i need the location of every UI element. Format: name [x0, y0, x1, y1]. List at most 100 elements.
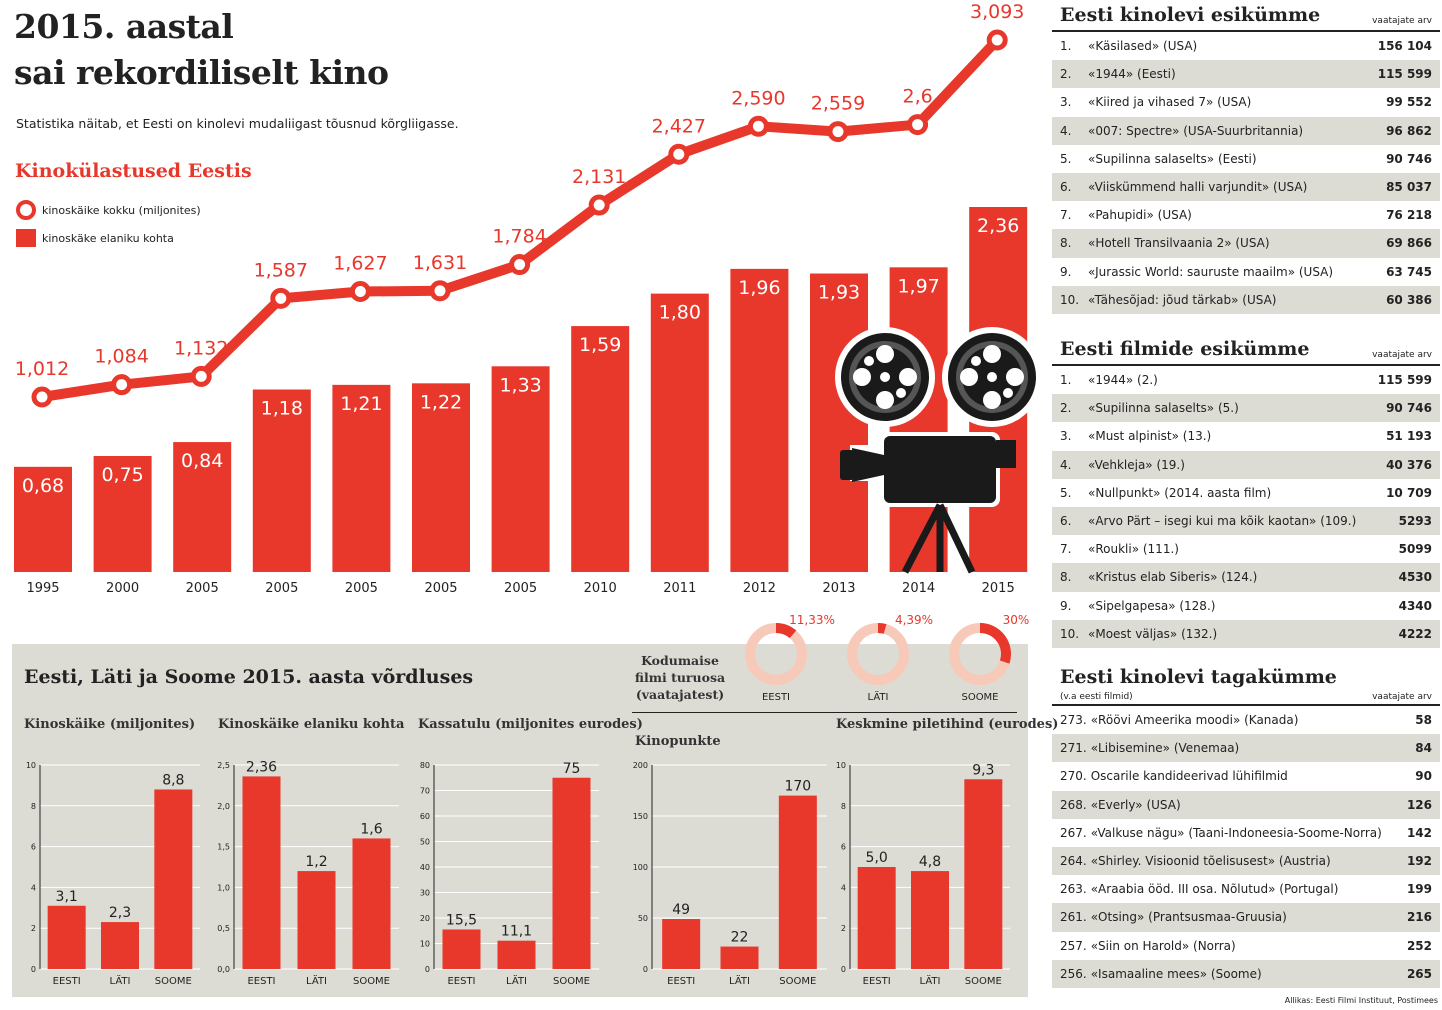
x-tick-label: SOOME [353, 976, 390, 987]
x-tick-label: 2010 [584, 581, 617, 596]
row-rank: 5. [1060, 485, 1072, 500]
bar-value-label: 1,33 [499, 374, 541, 396]
bar-value-label: 4,8 [919, 854, 941, 870]
bar [720, 946, 759, 969]
mini-bar-chart: 0 50 100 150 200 49 EESTI 22 LÄTI 170 SOOME [633, 761, 827, 987]
bar [778, 795, 817, 969]
table-row: 1. «1944» (2.) 115 599 [1052, 366, 1440, 394]
table-title: Eesti kinolevi esikümme [1060, 4, 1321, 26]
x-tick-label: 2011 [663, 581, 696, 596]
table-row: 9. «Sipelgapesa» (128.) 4340 [1052, 592, 1440, 620]
line-point [986, 29, 1008, 51]
bar-value-label: 170 [784, 779, 811, 795]
bar [93, 456, 152, 572]
donut-category-label: LÄTI [868, 690, 889, 703]
table-row: 3. «Kiired ja vihased 7» (USA) 99 552 [1052, 88, 1440, 116]
table-row: 7. «Pahupidi» (USA) 76 218 [1052, 201, 1440, 229]
mini-bar-chart: 0 2 4 6 8 10 5,0 EESTI 4,8 LÄTI 9,3 SOOME [836, 761, 1010, 987]
row-value: 4530 [1398, 570, 1432, 585]
x-tick-label: 2012 [743, 581, 776, 596]
line-value-label: 2,131 [572, 166, 626, 188]
x-tick-label: SOOME [553, 976, 590, 987]
x-tick-label: LÄTI [506, 974, 527, 987]
market-share-charts: 11,33% EESTI 4,39% LÄTI 30% SOOME [745, 613, 1029, 703]
row-value: 5099 [1398, 542, 1432, 557]
row-rank: 268. [1060, 797, 1087, 812]
bar-value-label: 22 [731, 930, 749, 946]
row-value: 142 [1406, 825, 1432, 840]
line-point [349, 280, 371, 302]
x-tick-label: SOOME [965, 976, 1002, 987]
bar [47, 905, 86, 969]
row-rank: 7. [1060, 542, 1072, 557]
row-title: «Must alpinist» (13.) [1088, 429, 1212, 444]
y-tick-label: 8 [31, 802, 36, 811]
bar [297, 871, 336, 969]
row-title: «Libisemine» (Venemaa) [1090, 741, 1240, 756]
bar-value-label: 11,1 [501, 924, 532, 940]
title-line-1: 2015. aastal [14, 7, 234, 46]
mini-bar-chart: 0 10 20 30 40 50 60 70 80 15,5 EESTI 11,1 LÄTI 75 SOOM… [420, 761, 599, 987]
y-tick-label: 0,0 [217, 965, 230, 974]
row-title: «Otsing» (Prantsusmaa-Gruusia) [1090, 910, 1287, 925]
mini-chart-title: Kinoskäike (miljonites) [24, 717, 196, 732]
table-title: Eesti filmide esikümme [1060, 338, 1310, 360]
bar-value-label: 49 [672, 902, 690, 918]
line-value-label: 2,427 [652, 115, 706, 137]
line-point [429, 280, 451, 302]
row-value: 51 193 [1386, 429, 1432, 444]
y-tick-label: 20 [420, 914, 430, 923]
line-point [827, 121, 849, 143]
line-point [509, 254, 531, 276]
row-title: «Hotell Transilvaania 2» (USA) [1088, 236, 1270, 251]
x-tick-label: 2005 [265, 581, 298, 596]
bar [730, 268, 789, 572]
row-value: 40 376 [1386, 457, 1432, 472]
row-value: 126 [1406, 797, 1432, 812]
y-tick-label: 80 [420, 761, 430, 770]
bar-value-label: 2,3 [109, 905, 131, 921]
table-row: 6. «Arvo Pärt – isegi kui ma kõik kaotan»… [1052, 506, 1440, 536]
y-tick-label: 8 [841, 802, 846, 811]
main-chart: 0,68 1995 0,75 2000 0,84 2005 1,18 2005 1,21 2005… [14, 1, 1040, 596]
x-tick-label: SOOME [155, 976, 192, 987]
donut-slice [775, 623, 797, 639]
y-tick-label: 4 [31, 883, 36, 892]
row-title: «Roukli» (111.) [1088, 542, 1179, 557]
donut-slice [877, 623, 887, 634]
row-rank: 267. [1060, 825, 1087, 840]
line-value-label: 1,784 [492, 226, 546, 248]
x-tick-label: 2005 [504, 581, 537, 596]
row-rank: 1. [1060, 39, 1072, 54]
y-tick-label: 2 [31, 924, 36, 933]
row-rank: 263. [1060, 882, 1087, 897]
table-row: 268. «Everly» (USA) 126 [1052, 790, 1440, 819]
title-line-2: sai rekordiliselt kino [14, 53, 389, 92]
x-tick-label: 2014 [902, 581, 935, 596]
table-row: 263. «Araabia ööd. III osa. Nõlutud» (Por… [1052, 875, 1440, 903]
bar [442, 929, 481, 969]
table-row: 4. «007: Spectre» (USA-Suurbritannia) 96 8… [1052, 116, 1440, 145]
row-title: «Arvo Pärt – isegi kui ma kõik kaotan» (… [1088, 514, 1357, 529]
row-rank: 9. [1060, 264, 1072, 279]
source-note: Allikas: Eesti Filmi Instituut, Postimee… [1284, 996, 1438, 1005]
table-title: Eesti kinolevi tagakümme [1060, 666, 1337, 688]
row-title: «Röövi Ameerika moodi» (Kanada) [1090, 713, 1299, 728]
row-value: 10 709 [1386, 485, 1432, 500]
row-title: «1944» (2.) [1088, 373, 1158, 388]
x-tick-label: LÄTI [306, 974, 327, 987]
x-tick-label: 2015 [982, 581, 1015, 596]
line-point [747, 115, 769, 137]
bar-value-label: 1,97 [897, 275, 939, 297]
row-title: «Kiired ja vihased 7» (USA) [1088, 95, 1252, 110]
y-tick-label: 0 [643, 965, 648, 974]
table-row: 264. «Shirley. Visioonid tõelisusest» (Au… [1052, 846, 1440, 876]
y-tick-label: 30 [420, 889, 430, 898]
table-sub-label: (v.a eesti filmid) [1060, 692, 1133, 702]
x-tick-label: EESTI [863, 976, 891, 987]
row-value: 85 037 [1386, 180, 1432, 195]
donut-chart: 30% SOOME [949, 613, 1029, 703]
row-rank: 273. [1060, 713, 1087, 728]
y-tick-label: 2,0 [217, 802, 230, 811]
line-value-label: 1,587 [254, 259, 308, 281]
